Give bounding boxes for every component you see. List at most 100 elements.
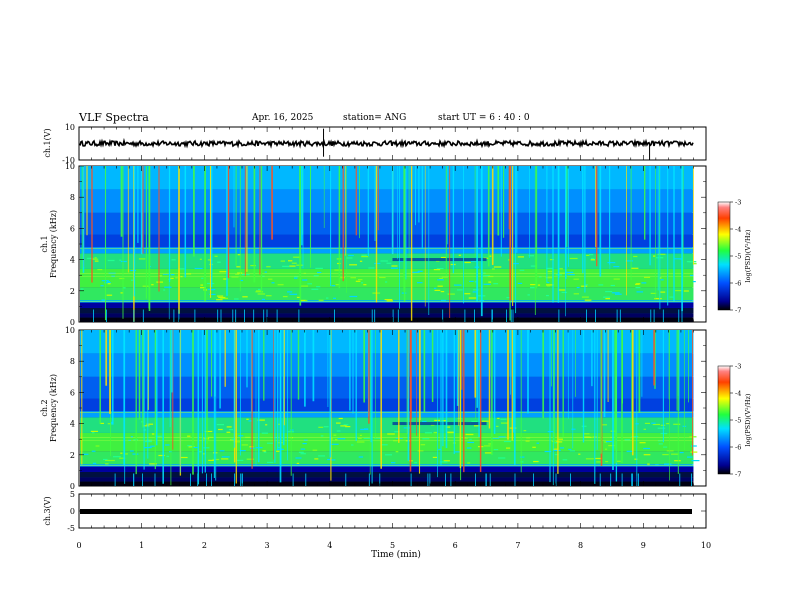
spectrogram-speckle (296, 462, 300, 464)
spectrogram-speckle (568, 448, 572, 450)
spectrogram-speckle (454, 451, 461, 453)
spectrogram-speckle (583, 433, 590, 435)
spectrogram-band (80, 234, 694, 248)
spectrogram-speckle (108, 459, 115, 462)
spectrogram-speckle (103, 458, 108, 461)
spectrogram-speckle (492, 268, 495, 270)
spectrogram-speckle (156, 281, 163, 283)
spectrogram-speckle (287, 291, 293, 293)
spectrogram-speckle (498, 436, 506, 438)
y-tick-label: 2 (70, 287, 75, 296)
spectrogram-speckle (644, 422, 650, 424)
spectrogram-speckle (349, 295, 358, 298)
spectrogram-speckle (267, 461, 274, 463)
spectrogram-speckle (374, 262, 381, 265)
spectrogram-speckle (553, 442, 559, 444)
spectrogram-speckle (660, 291, 666, 293)
spectrogram-speckle (207, 259, 212, 261)
spectrogram-speckle (138, 258, 146, 260)
spectrogram-speckle (445, 426, 451, 428)
spectrogram-speckle (312, 449, 318, 451)
spectrogram-speckle (204, 430, 213, 433)
colorbar-tick-label: -6 (735, 444, 741, 452)
spectrogram-speckle (604, 441, 608, 443)
spectrogram-speckle (271, 282, 275, 284)
spectrogram-speckle (239, 450, 246, 452)
spectrogram-speckle (441, 420, 447, 422)
y-tick-label: 10 (65, 123, 75, 132)
spectrogram-speckle (91, 450, 96, 452)
spectrogram-speckle (481, 272, 486, 274)
spectrogram-speckle (358, 456, 364, 458)
spectrogram-speckle (266, 442, 274, 444)
spectrogram-speckle (472, 291, 477, 293)
spectrogram-speckle (674, 258, 682, 260)
spectrogram-speckle (97, 269, 103, 271)
spectrogram-speckle (386, 300, 393, 302)
x-axis-title: Time (min) (371, 549, 421, 560)
spectrogram-speckle (92, 462, 97, 464)
spectrogram-speckle (105, 463, 109, 465)
spectrogram-speckle (288, 260, 293, 262)
spectrogram-speckle (625, 260, 634, 262)
spectrogram-speckle (483, 275, 491, 277)
spectrogram-dip (392, 258, 487, 262)
spectrogram-speckle (187, 435, 191, 437)
ch1-trace-line (79, 137, 694, 149)
spectrogram-speckle (553, 448, 559, 450)
spectrogram-speckle (282, 296, 288, 298)
spectrogram-speckle (149, 463, 157, 465)
spectrogram-speckle (194, 267, 203, 270)
spectrogram-band (80, 451, 694, 465)
spectrogram-speckle (598, 284, 604, 286)
spectrogram-speckle (624, 439, 631, 441)
spectrogram-speckle (536, 442, 540, 444)
spectrogram-speckle (489, 255, 492, 257)
spectrogram-speckle (361, 254, 367, 256)
spectrogram-speckle (690, 445, 697, 447)
spectrogram-speckle (166, 455, 170, 457)
spectrogram-speckle (453, 284, 462, 286)
ch1-ylabel: ch.1(V) (43, 128, 52, 157)
ch2-colorbar: -3 -4 -5 -6 -7 log(PSD)(V²/Hz) (717, 363, 752, 479)
spectrogram-speckle (257, 293, 266, 295)
spectrogram-speckle (187, 445, 192, 447)
spectrogram-speckle (561, 291, 568, 293)
spectrogram-speckle (258, 288, 261, 290)
spectrogram-speckle (236, 459, 244, 461)
ch3-waveform-panel (78, 493, 707, 529)
spectrogram-speckle (307, 283, 312, 285)
y-tick-label: 4 (70, 256, 75, 265)
spectrogram-speckle (326, 297, 329, 299)
colorbar-tick-label: -7 (735, 471, 741, 479)
spectrogram-speckle (239, 279, 244, 282)
spectrogram-speckle (131, 279, 134, 281)
spectrogram-speckle (422, 420, 427, 423)
spectrogram-speckle (268, 278, 273, 280)
spectrogram-speckle (111, 275, 115, 277)
ch1-spectrogram-ylabel-channel: ch.1 (40, 235, 49, 252)
spectrogram-speckle (562, 459, 568, 461)
spectrogram-speckle (255, 291, 264, 293)
spectrogram-speckle (380, 444, 388, 446)
spectrogram-band (80, 353, 694, 377)
y-tick-label: 8 (70, 193, 75, 202)
spectrogram-speckle (440, 256, 446, 259)
spectrogram-speckle (107, 423, 113, 425)
spectrogram-speckle (379, 276, 386, 279)
ch1-spectrogram-bands (80, 166, 697, 322)
spectrogram-speckle (334, 269, 342, 271)
spectrogram-speckle (316, 286, 321, 288)
ch1-colorbar: -3 -4 -5 -6 -7 log(PSD)(V²/Hz) (717, 199, 752, 315)
spectrogram-speckle (391, 265, 398, 267)
spectrogram-speckle (374, 437, 381, 439)
spectrogram-speckle (327, 458, 331, 461)
spectrogram-speckle (394, 431, 400, 433)
spectrogram-speckle (554, 454, 559, 456)
spectrogram-speckle (528, 255, 534, 257)
spectrogram-speckle (483, 257, 490, 259)
spectrogram-speckle (80, 288, 84, 290)
spectrogram-speckle (165, 444, 170, 446)
spectrogram-speckle (158, 454, 165, 457)
spectrogram-speckle (473, 289, 479, 291)
